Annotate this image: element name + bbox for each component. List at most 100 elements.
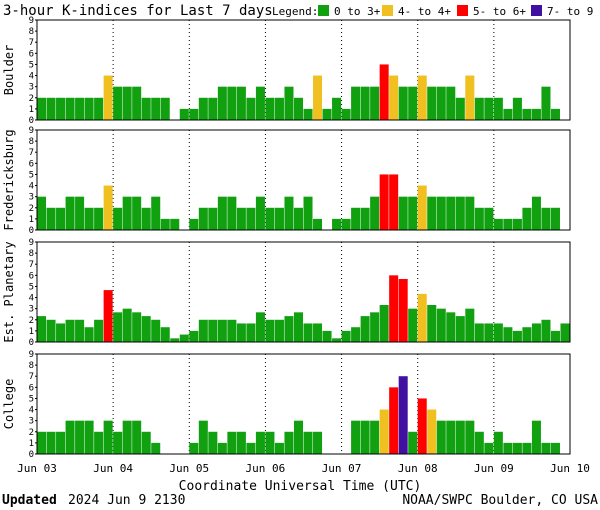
y-tick-label: 7 (29, 260, 34, 270)
bar (255, 196, 265, 230)
y-tick-label: 8 (29, 249, 34, 259)
y-tick-label: 5 (29, 170, 34, 180)
bar (65, 97, 75, 120)
bar (531, 108, 541, 120)
bar (236, 86, 246, 120)
x-tick-label: Jun 05 (169, 462, 209, 475)
y-tick-label: 9 (29, 350, 34, 360)
bar (408, 196, 418, 230)
bar (46, 431, 56, 454)
y-tick-label: 9 (29, 16, 34, 26)
legend-swatch-1 (382, 5, 393, 16)
bar (427, 409, 437, 454)
bar (465, 75, 475, 120)
bar (351, 86, 361, 120)
bar (94, 207, 104, 230)
bar (322, 108, 332, 120)
bar (84, 327, 94, 342)
bar (56, 323, 66, 342)
bar (465, 196, 475, 230)
y-tick-label: 2 (29, 204, 34, 214)
bar (389, 275, 399, 342)
bar (103, 420, 113, 454)
bar (550, 207, 560, 230)
bar (332, 338, 342, 342)
bar (408, 86, 418, 120)
bar (217, 319, 227, 342)
bar (236, 323, 246, 342)
y-axis-label: College (2, 379, 16, 430)
y-tick-label: 3 (29, 83, 34, 93)
bar (360, 316, 370, 342)
x-tick-label: Jun 04 (93, 462, 133, 475)
bar (246, 207, 256, 230)
bar (427, 86, 437, 120)
bar (255, 431, 265, 454)
bar (198, 420, 208, 454)
bar (465, 308, 475, 342)
bar (265, 431, 275, 454)
y-tick-label: 3 (29, 305, 34, 315)
bar (531, 420, 541, 454)
bar (427, 305, 437, 342)
x-tick-label: Jun 10 (550, 462, 590, 475)
bar (170, 338, 180, 342)
bar (122, 420, 132, 454)
bar (293, 207, 303, 230)
y-tick-label: 2 (29, 94, 34, 104)
updated-value: 2024 Jun 9 2130 (68, 493, 185, 508)
bar (512, 442, 522, 454)
bar (427, 196, 437, 230)
bar (293, 312, 303, 342)
bar (198, 207, 208, 230)
credit: NOAA/SWPC Boulder, CO USA (402, 493, 598, 508)
bar (436, 308, 446, 342)
bar (75, 196, 85, 230)
bar (293, 420, 303, 454)
bar (446, 312, 456, 342)
y-tick-label: 0 (29, 226, 34, 236)
y-tick-label: 0 (29, 116, 34, 126)
bar (151, 319, 161, 342)
panels: 0123456789Boulder0123456789Fredericksbur… (2, 16, 571, 460)
bar (122, 86, 132, 120)
bar (474, 431, 484, 454)
y-tick-label: 5 (29, 60, 34, 70)
bar (455, 196, 465, 230)
bar (236, 431, 246, 454)
y-tick-label: 2 (29, 316, 34, 326)
y-tick-label: 6 (29, 271, 34, 281)
x-tick-label: Jun 03 (17, 462, 57, 475)
bar (341, 108, 351, 120)
bar (56, 431, 66, 454)
bar (217, 196, 227, 230)
bar (94, 431, 104, 454)
bar (122, 308, 132, 342)
bar (75, 97, 85, 120)
bar (160, 97, 170, 120)
bar (503, 218, 513, 230)
bar (75, 420, 85, 454)
bar (522, 207, 532, 230)
bar (436, 420, 446, 454)
updated-label: Updated (2, 493, 57, 508)
bar (484, 97, 494, 120)
bar (56, 207, 66, 230)
y-axis-label: Fredericksburg (2, 129, 16, 230)
bar (398, 86, 408, 120)
bar (436, 86, 446, 120)
bar (550, 108, 560, 120)
bar (522, 442, 532, 454)
bar (56, 97, 66, 120)
bar (351, 327, 361, 342)
bar (103, 290, 113, 342)
bar (465, 420, 475, 454)
bar (341, 330, 351, 342)
bar (132, 312, 142, 342)
panel-frame (36, 19, 571, 121)
y-tick-label: 4 (29, 406, 34, 416)
bar (284, 86, 294, 120)
y-tick-label: 6 (29, 159, 34, 169)
bar (313, 218, 323, 230)
